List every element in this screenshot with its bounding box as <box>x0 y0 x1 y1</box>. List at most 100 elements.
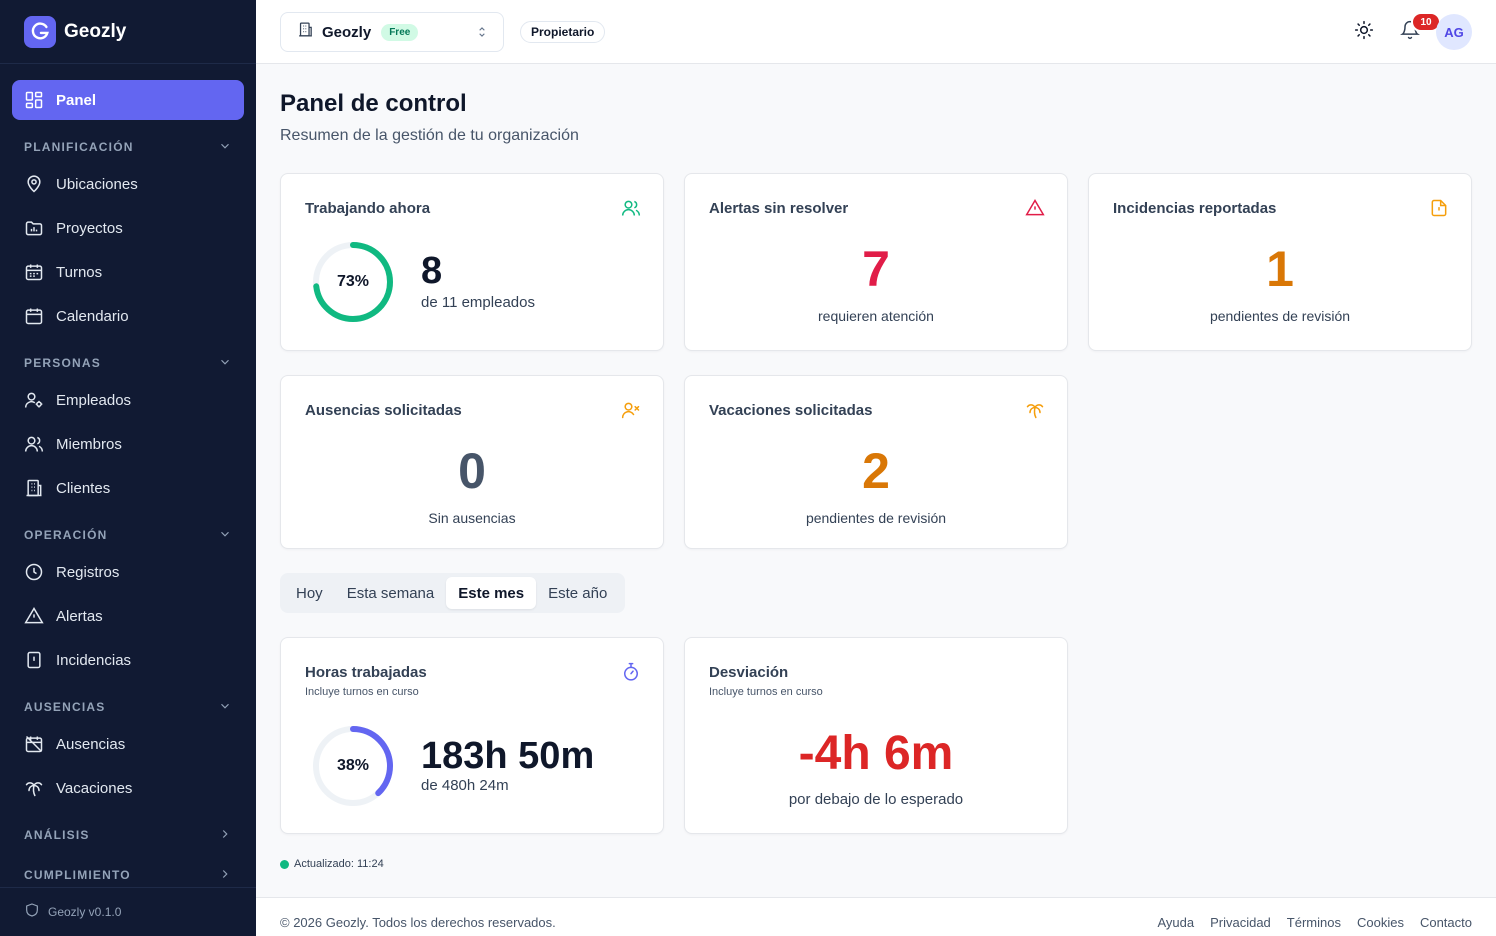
footer-link-cookies[interactable]: Cookies <box>1356 915 1404 930</box>
section-analisis[interactable]: ANÁLISIS <box>24 825 232 845</box>
organization-selector[interactable]: Geozly Free <box>280 12 504 52</box>
footer-link-contacto[interactable]: Contacto <box>1419 915 1472 930</box>
deviation-caption: por debajo de lo esperado <box>788 791 964 808</box>
unresolved-alerts-card[interactable]: Alertas sin resolver 7 requieren atenció… <box>684 173 1068 351</box>
sidebar-item-label: Ausencias <box>56 735 126 753</box>
sidebar-item-empleados[interactable]: Empleados <box>12 380 244 420</box>
chevron-right-icon <box>218 867 232 884</box>
working-progress-ring: 73% <box>311 240 395 324</box>
sidebar-item-clientes[interactable]: Clientes <box>12 468 244 508</box>
plan-badge: Free <box>381 23 419 41</box>
divider <box>0 887 256 888</box>
users-icon <box>621 198 641 218</box>
deviation-card: Desviación Incluye turnos en curso -4h 6… <box>684 637 1068 834</box>
calendar-icon <box>24 306 44 326</box>
footer-link-ayuda[interactable]: Ayuda <box>1157 915 1195 930</box>
sidebar-item-label: Turnos <box>56 263 103 281</box>
sidebar-item-label: Ubicaciones <box>56 175 138 193</box>
section-label: PLANIFICACIÓN <box>24 140 134 154</box>
sidebar-item-alertas[interactable]: Alertas <box>12 596 244 636</box>
section-planificacion[interactable]: PLANIFICACIÓN <box>24 137 232 157</box>
section-operacion[interactable]: OPERACIÓN <box>24 525 232 545</box>
sidebar-item-proyectos[interactable]: Proyectos <box>12 208 244 248</box>
sidebar-item-registros[interactable]: Registros <box>12 552 244 592</box>
notifications-button[interactable] <box>1398 20 1422 44</box>
vacations-caption: pendientes de revisión <box>805 510 947 526</box>
section-ausencias[interactable]: AUSENCIAS <box>24 697 232 717</box>
working-caption: de 11 empleados <box>421 294 535 311</box>
tab-este-mes[interactable]: Este mes <box>446 577 537 609</box>
worked-hours-card: Horas trabajadas Incluye turnos en curso… <box>280 637 664 834</box>
chevron-up-down-icon <box>475 25 489 39</box>
sidebar-item-label: Proyectos <box>56 219 123 237</box>
page-title: Panel de control <box>280 90 467 117</box>
card-title: Horas trabajadas <box>305 664 427 681</box>
sidebar-item-turnos[interactable]: Turnos <box>12 252 244 292</box>
sidebar-item-miembros[interactable]: Miembros <box>12 424 244 464</box>
theme-toggle-button[interactable] <box>1352 20 1376 44</box>
card-title: Alertas sin resolver <box>709 200 849 217</box>
sidebar-item-label: Incidencias <box>56 651 132 669</box>
brand[interactable]: Geozly <box>24 16 126 48</box>
user-avatar[interactable]: AG <box>1436 14 1472 50</box>
organization-name: Geozly <box>322 23 372 41</box>
sidebar-item-vacaciones[interactable]: Vacaciones <box>12 768 244 808</box>
footer-link-privacidad[interactable]: Privacidad <box>1210 915 1271 930</box>
user-cog-icon <box>24 390 44 410</box>
sidebar-item-label: Clientes <box>56 479 111 497</box>
sidebar-item-label: Calendario <box>56 307 129 325</box>
notification-count-badge: 10 <box>1411 12 1441 32</box>
requested-absences-card[interactable]: Ausencias solicitadas 0 Sin ausencias <box>280 375 664 549</box>
section-label: CUMPLIMIENTO <box>24 868 131 882</box>
section-label: PERSONAS <box>24 356 101 370</box>
sidebar-item-label: Alertas <box>56 607 103 625</box>
working-now-card: Trabajando ahora 73% 8 de 11 empleados <box>280 173 664 351</box>
tab-este-ano[interactable]: Este año <box>548 584 608 602</box>
users-icon <box>24 434 44 454</box>
section-cumplimiento[interactable]: CUMPLIMIENTO <box>24 865 232 885</box>
reported-incidents-card[interactable]: Incidencias reportadas 1 pendientes de r… <box>1088 173 1472 351</box>
card-title: Desviación <box>709 664 789 681</box>
absences-count: 0 <box>458 443 486 499</box>
working-count: 8 <box>421 250 443 292</box>
card-title: Incidencias reportadas <box>1113 200 1277 217</box>
alerts-caption: requieren atención <box>818 308 934 324</box>
version-label: Geozly v0.1.0 <box>48 904 122 919</box>
sidebar-item-label: Vacaciones <box>56 779 133 797</box>
map-pin-icon <box>24 174 44 194</box>
footer-links: Ayuda Privacidad Términos Cookies Contac… <box>1157 915 1472 930</box>
chevron-right-icon <box>218 827 232 844</box>
alerts-count: 7 <box>862 241 890 297</box>
palm-tree-icon <box>24 778 44 798</box>
sidebar-item-panel[interactable]: Panel <box>12 80 244 120</box>
hours-value: 183h 50m <box>421 735 595 777</box>
palm-tree-icon <box>1025 400 1045 420</box>
chevron-down-icon <box>218 527 232 544</box>
card-subtitle: Incluye turnos en curso <box>305 686 419 698</box>
clock-icon <box>24 562 44 582</box>
vacations-count: 2 <box>862 443 890 499</box>
alert-triangle-icon <box>24 606 44 626</box>
folder-chart-icon <box>24 218 44 238</box>
sidebar-item-incidencias[interactable]: Incidencias <box>12 640 244 680</box>
footer-link-terminos[interactable]: Términos <box>1286 915 1341 930</box>
sidebar-item-label: Empleados <box>56 391 132 409</box>
tab-hoy[interactable]: Hoy <box>296 584 323 602</box>
top-header: Geozly Free Propietario 10 AG <box>256 0 1496 64</box>
sidebar-item-label: Registros <box>56 563 120 581</box>
building-icon <box>24 478 44 498</box>
section-label: ANÁLISIS <box>24 828 90 842</box>
section-personas[interactable]: PERSONAS <box>24 353 232 373</box>
page-subtitle: Resumen de la gestión de tu organización <box>280 127 579 144</box>
requested-vacations-card[interactable]: Vacaciones solicitadas 2 pendientes de r… <box>684 375 1068 549</box>
sidebar-item-ausencias[interactable]: Ausencias <box>12 724 244 764</box>
copyright: © 2026 Geozly. Todos los derechos reserv… <box>280 915 556 930</box>
section-label: AUSENCIAS <box>24 700 106 714</box>
tab-esta-semana[interactable]: Esta semana <box>346 584 435 602</box>
incidents-count: 1 <box>1266 241 1294 297</box>
file-alert-icon <box>24 650 44 670</box>
sidebar-item-ubicaciones[interactable]: Ubicaciones <box>12 164 244 204</box>
geozly-logo-icon <box>24 16 56 48</box>
deviation-value: -4h 6m <box>798 727 954 780</box>
sidebar-item-calendario[interactable]: Calendario <box>12 296 244 336</box>
